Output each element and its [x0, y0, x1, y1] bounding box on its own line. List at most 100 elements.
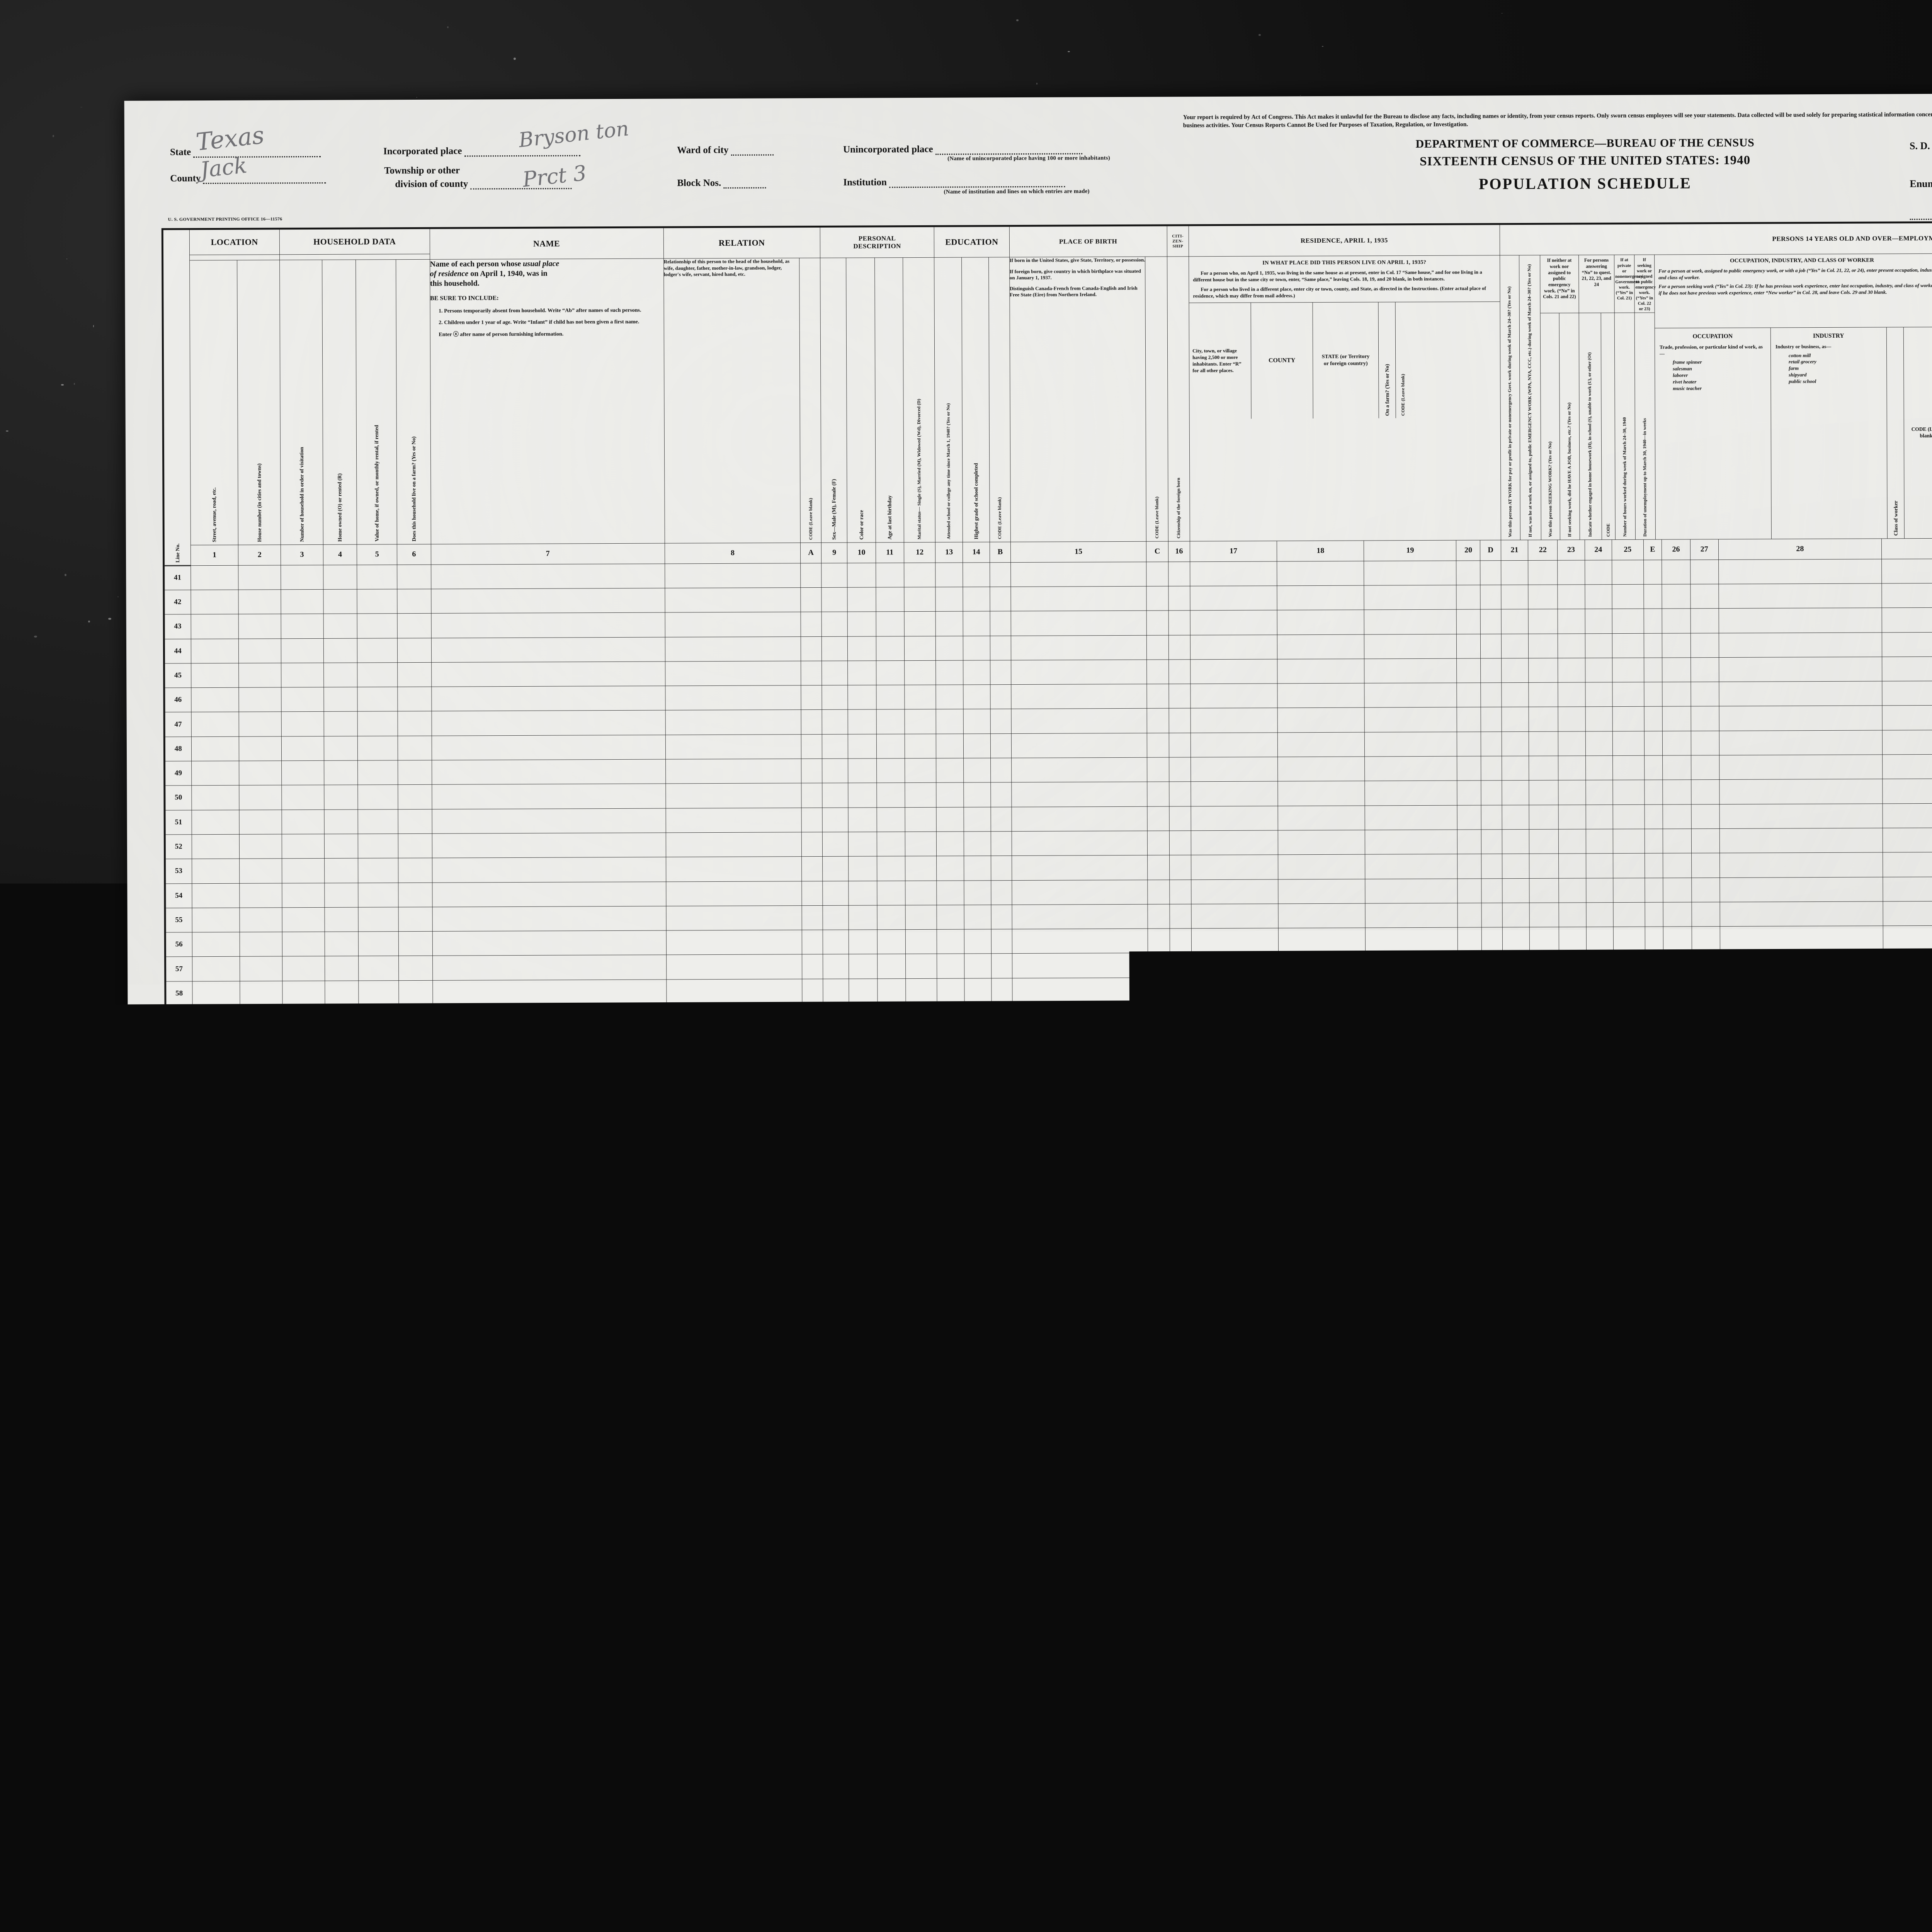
cell-col-15[interactable]: [1012, 1051, 1148, 1076]
cell-col-28[interactable]: [1721, 1121, 1884, 1146]
cell-col-B[interactable]: [991, 758, 1012, 783]
cell-col-E[interactable]: [1646, 1122, 1664, 1147]
cell-col-E[interactable]: [1644, 731, 1663, 755]
cell-col-12[interactable]: [907, 1321, 939, 1345]
cell-col-18[interactable]: [1278, 928, 1365, 952]
cell-col-26[interactable]: [1662, 584, 1690, 609]
cell-col-C[interactable]: [1148, 953, 1170, 978]
cell-col-A[interactable]: [804, 1444, 825, 1468]
cell-col-B[interactable]: [992, 1149, 1013, 1174]
cell-col-17[interactable]: [1190, 634, 1277, 659]
cell-col-1[interactable]: [191, 786, 239, 810]
cell-col-A[interactable]: [804, 1346, 825, 1371]
cell-col-1[interactable]: [191, 761, 239, 786]
cell-col-19[interactable]: [1365, 756, 1457, 781]
cell-col-10[interactable]: [850, 1199, 878, 1223]
supp-cell-N[interactable]: [1850, 1715, 1875, 1732]
cell-col-A[interactable]: [803, 1297, 824, 1321]
cell-col-25[interactable]: [1615, 1269, 1646, 1294]
cell-col-13[interactable]: [939, 1345, 966, 1370]
cell-col-10[interactable]: [849, 1101, 878, 1126]
cell-col-21[interactable]: [1503, 1099, 1531, 1123]
cell-col-16[interactable]: [1171, 1222, 1193, 1247]
cell-col-29[interactable]: [1882, 558, 1932, 583]
cell-col-27[interactable]: [1693, 1269, 1721, 1294]
cell-col-8[interactable]: [667, 1175, 803, 1200]
cell-col-16[interactable]: [1169, 879, 1191, 904]
cell-col-6[interactable]: [398, 809, 432, 834]
cell-col-26[interactable]: [1665, 1269, 1693, 1294]
cell-col-29[interactable]: [1884, 1268, 1932, 1293]
cell-col-17[interactable]: [1191, 806, 1278, 831]
cell-col-11[interactable]: [879, 1517, 908, 1541]
cell-col-26[interactable]: [1663, 1000, 1692, 1025]
cell-col-15[interactable]: [1014, 1515, 1150, 1541]
cell-col-4[interactable]: [325, 956, 358, 981]
cell-col-4[interactable]: [326, 1201, 359, 1225]
supp-cell-48[interactable]: [1711, 1698, 1735, 1715]
cell-col-9[interactable]: [823, 1027, 849, 1052]
cell-col-13[interactable]: [936, 611, 963, 636]
cell-col-10[interactable]: [849, 832, 877, 857]
cell-col-10[interactable]: [849, 905, 877, 930]
supp-cell-48[interactable]: [1711, 1715, 1736, 1732]
cell-col-A[interactable]: [804, 1321, 825, 1346]
cell-col-24[interactable]: [1585, 731, 1613, 756]
cell-col-5[interactable]: [360, 1274, 400, 1299]
cell-col-1[interactable]: [193, 1103, 241, 1128]
cell-col-13[interactable]: [937, 881, 964, 905]
cell-col-22[interactable]: [1529, 634, 1558, 658]
cell-col-23[interactable]: [1559, 1000, 1587, 1025]
cell-col-11[interactable]: [877, 954, 905, 979]
cell-col-E[interactable]: [1644, 658, 1662, 682]
cell-col-C[interactable]: [1149, 1271, 1171, 1296]
cell-col-21[interactable]: [1502, 878, 1530, 903]
institution-input[interactable]: [889, 179, 1065, 188]
cell-col-17[interactable]: [1193, 1393, 1280, 1418]
cell-col-11[interactable]: [877, 832, 905, 857]
cell-col-3[interactable]: [282, 956, 325, 981]
cell-col-24[interactable]: [1588, 1343, 1615, 1367]
cell-col-12[interactable]: [906, 1076, 937, 1101]
supp-cell-49[interactable]: [1735, 1698, 1760, 1715]
cell-col-24[interactable]: [1587, 1196, 1615, 1221]
cell-col-10[interactable]: [851, 1419, 879, 1444]
cell-col-D[interactable]: [1482, 1049, 1503, 1074]
supp-cell-I[interactable]: [1083, 1718, 1102, 1735]
cell-col-25[interactable]: [1614, 1147, 1646, 1172]
cell-col-17[interactable]: [1193, 1320, 1280, 1344]
cell-col-4[interactable]: [325, 1152, 359, 1177]
cell-col-11[interactable]: [877, 930, 905, 954]
cell-col-14[interactable]: [965, 1272, 993, 1296]
cell-col-D[interactable]: [1484, 1441, 1505, 1466]
cell-col-8[interactable]: [667, 1028, 803, 1053]
cell-col-4[interactable]: [323, 638, 357, 663]
cell-col-22[interactable]: [1530, 952, 1559, 976]
supp-cell-G[interactable]: [737, 1719, 759, 1736]
cell-col-C[interactable]: [1149, 1247, 1171, 1271]
cell-col-24[interactable]: [1587, 1269, 1615, 1294]
supp-cell-38[interactable]: [759, 1718, 990, 1736]
cell-col-6[interactable]: [399, 1103, 433, 1128]
cell-col-13[interactable]: [938, 1272, 966, 1296]
cell-col-7[interactable]: [434, 1224, 667, 1250]
cell-col-11[interactable]: [878, 1101, 906, 1126]
cell-col-29[interactable]: [1882, 730, 1932, 755]
cell-col-17[interactable]: [1191, 952, 1278, 977]
cell-col-23[interactable]: [1558, 756, 1586, 781]
cell-col-19[interactable]: [1366, 976, 1458, 1001]
cell-col-6[interactable]: [397, 589, 431, 614]
cell-col-12[interactable]: [905, 881, 937, 905]
cell-col-10[interactable]: [850, 1296, 878, 1321]
cell-col-10[interactable]: [848, 709, 876, 734]
ward-of-city-field[interactable]: Ward of city: [677, 145, 774, 156]
cell-col-9[interactable]: [824, 1321, 850, 1346]
cell-col-5[interactable]: [357, 614, 397, 638]
cell-col-2[interactable]: [242, 1495, 284, 1519]
cell-col-2[interactable]: [240, 1079, 283, 1104]
cell-col-C[interactable]: [1148, 880, 1170, 905]
supp-cell-G[interactable]: [737, 1702, 759, 1719]
cell-col-18[interactable]: [1278, 903, 1365, 928]
cell-col-24[interactable]: [1587, 1220, 1615, 1245]
cell-col-13[interactable]: [939, 1492, 966, 1517]
